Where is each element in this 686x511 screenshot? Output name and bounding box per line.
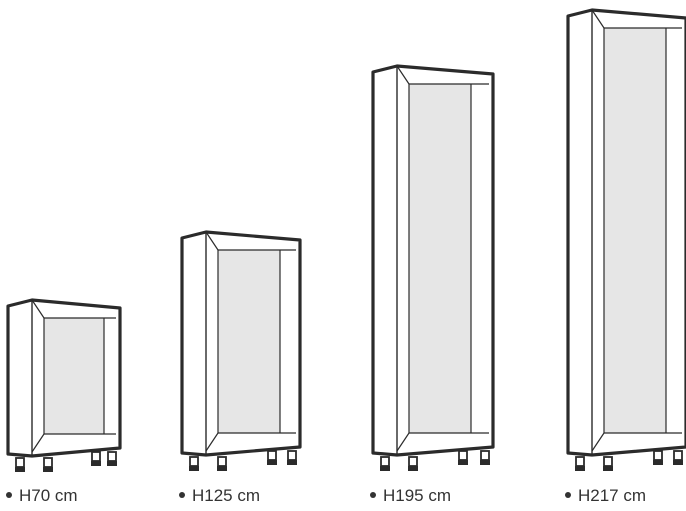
cabinet-leg-foot — [91, 461, 101, 466]
cabinet-edge-line — [591, 9, 605, 29]
cabinet-leg — [603, 456, 613, 467]
cabinet-interior — [409, 84, 471, 433]
cabinet-outline — [180, 230, 302, 457]
cabinet-leg — [267, 450, 277, 461]
cabinet-leg-foot — [673, 460, 683, 465]
cabinet-leg — [458, 450, 468, 461]
cabinet-outline — [566, 8, 686, 457]
cabinet-edge-line — [205, 231, 219, 251]
cabinet-leg-foot — [458, 460, 468, 465]
cabinet-leg — [189, 456, 199, 467]
cabinet-interior — [44, 318, 104, 434]
cabinet-h217 — [566, 8, 686, 471]
cabinet-edge-line — [396, 432, 410, 452]
cabinet-leg — [480, 450, 490, 461]
cabinet-leg-foot — [15, 467, 25, 472]
cabinet-edge-line — [591, 432, 605, 452]
cabinet-leg-foot — [189, 466, 199, 471]
cabinet-leg — [43, 457, 53, 468]
cabinet-leg — [380, 456, 390, 467]
cabinet-edge-line — [205, 432, 219, 452]
cabinet-h195 — [371, 64, 495, 471]
cabinet-interior — [604, 28, 666, 433]
cabinet-leg — [107, 451, 117, 462]
cabinet-outline — [371, 64, 495, 457]
bullet-icon — [6, 491, 12, 498]
cabinet-label-h217: H217 cm — [565, 486, 646, 506]
cabinet-leg — [653, 450, 663, 461]
cabinet-leg-foot — [480, 460, 490, 465]
cabinet-leg — [15, 457, 25, 468]
cabinet-h70 — [6, 298, 122, 472]
cabinet-leg — [673, 450, 683, 461]
cabinet-edge-line — [31, 299, 45, 319]
cabinet-leg-foot — [107, 461, 117, 466]
cabinet-edge-line — [31, 433, 45, 453]
cabinet-leg-foot — [653, 460, 663, 465]
cabinet-leg-foot — [575, 466, 585, 471]
cabinet-leg-foot — [43, 467, 53, 472]
bullet-icon — [370, 491, 376, 498]
cabinet-leg-foot — [287, 460, 297, 465]
cabinet-leg — [91, 451, 101, 462]
cabinet-leg-foot — [603, 466, 613, 471]
cabinet-leg-foot — [217, 466, 227, 471]
cabinet-label-h195: H195 cm — [370, 486, 451, 506]
cabinet-outline — [6, 298, 122, 458]
cabinet-leg-foot — [267, 460, 277, 465]
cabinet-leg — [575, 456, 585, 467]
cabinet-leg — [287, 450, 297, 461]
cabinet-interior — [218, 250, 280, 433]
cabinet-edge-line — [396, 65, 410, 85]
cabinet-h125 — [180, 230, 302, 471]
bullet-icon — [565, 491, 571, 498]
bullet-icon — [179, 491, 185, 498]
cabinet-leg-foot — [380, 466, 390, 471]
cabinet-leg — [217, 456, 227, 467]
cabinet-leg — [408, 456, 418, 467]
cabinet-label-h125: H125 cm — [179, 486, 260, 506]
cabinet-leg-foot — [408, 466, 418, 471]
cabinet-label-h70: H70 cm — [6, 486, 78, 506]
